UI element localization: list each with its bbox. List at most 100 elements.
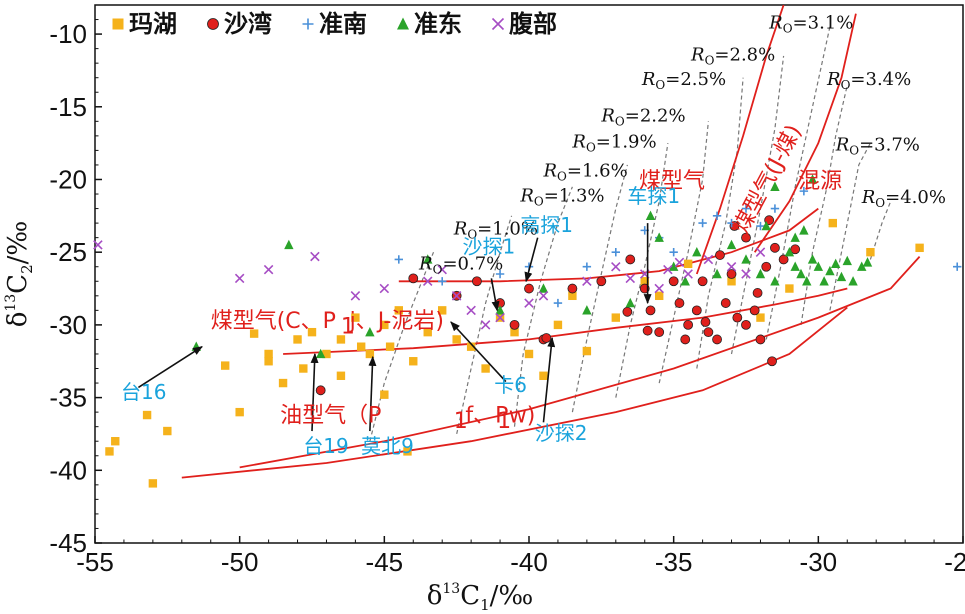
data-point-cross-4: [350, 291, 361, 301]
data-point-square-10: [293, 335, 302, 344]
data-point-triangle-4: [423, 254, 433, 264]
ro-label-10: RO=3.7%: [835, 134, 920, 157]
data-point-circle-14: [654, 327, 665, 338]
data-point-triangle-8: [625, 297, 635, 308]
data-point-circle-17: [683, 319, 694, 330]
data-point-cross-20: [674, 257, 685, 268]
data-point-cross-23: [726, 261, 737, 272]
ro-label-7: RO=2.8%: [690, 44, 775, 67]
ro-label-3: RO=1.6%: [542, 161, 627, 184]
data-point-circle-37: [642, 325, 653, 336]
annotation-label-3: 煤型气(C、P: [211, 309, 336, 334]
data-point-triangle-7: [582, 305, 592, 315]
x-tick-label-5: -30: [800, 547, 838, 577]
data-point-triangle-31: [857, 261, 867, 271]
points-layer: [93, 174, 962, 488]
ro-isoline-5: [658, 121, 709, 384]
source-boundary-curve-4: [695, 5, 785, 275]
data-point-plus-5: [582, 262, 592, 271]
data-point-circle-20: [703, 327, 714, 338]
data-point-cross-11: [495, 312, 505, 323]
data-point-triangle-3: [365, 326, 375, 337]
x-tick-label-2: -45: [366, 547, 404, 577]
data-point-square-8: [264, 349, 273, 359]
curves-layer: [181, 5, 921, 479]
data-point-circle-34: [741, 232, 751, 243]
data-point-triangle-14: [712, 268, 722, 279]
source-boundary-curve-2: [283, 287, 848, 355]
data-point-circle-22: [720, 298, 731, 308]
annotation-label-13: 莫北9: [361, 434, 414, 458]
subscript-1: 1: [454, 409, 468, 434]
annotation-label-2: 混源: [798, 169, 842, 194]
data-point-cross-7: [437, 264, 447, 275]
data-point-cross-12: [524, 298, 534, 308]
data-point-cross-0: [93, 240, 103, 250]
data-point-square-7: [249, 329, 259, 338]
data-point-triangle-22: [802, 276, 812, 286]
data-point-plus-0: [394, 255, 403, 264]
data-point-square-1: [105, 447, 114, 456]
annotation-label-11: 台16: [121, 380, 166, 404]
data-point-circle-8: [541, 333, 552, 343]
data-point-circle-1: [408, 273, 419, 284]
data-point-triangle-33: [770, 181, 780, 191]
data-point-circle-26: [749, 305, 760, 316]
ro-label-8: RO=3.1%: [768, 12, 853, 35]
data-point-circle-11: [625, 254, 636, 265]
data-point-cross-1: [234, 273, 245, 284]
data-point-square-31: [539, 371, 548, 380]
annotation-label-5: 油型气（P: [280, 403, 381, 428]
ro-label-9: RO=3.4%: [826, 69, 911, 92]
legend-marker-square: [112, 18, 124, 30]
y-tick-label-6: -40: [49, 455, 87, 485]
data-point-square-37: [655, 291, 664, 301]
data-point-square-34: [582, 346, 592, 356]
legend-label-0: 玛湖: [129, 10, 177, 38]
ro-label-2: RO=1.3%: [519, 185, 604, 208]
data-point-cross-15: [611, 261, 621, 272]
data-point-square-44: [915, 243, 924, 253]
ro-isoline-3: [571, 164, 628, 413]
data-point-square-30: [524, 349, 534, 359]
data-point-triangle-32: [862, 257, 873, 267]
data-point-cross-22: [703, 254, 714, 265]
data-point-circle-16: [674, 298, 685, 308]
y-tick-label-4: -30: [49, 310, 87, 340]
legend-marker-cross: [491, 17, 505, 31]
y-tick-label-5: -35: [49, 383, 87, 413]
data-point-plus-14: [756, 221, 765, 231]
data-point-triangle-29: [842, 255, 852, 266]
annotation-label-14: 卡6: [494, 373, 527, 397]
y-tick-label-7: -45: [49, 528, 87, 558]
data-point-circle-19: [697, 276, 708, 287]
legend: 玛湖 沙湾 准南 准东 腹部: [112, 10, 557, 38]
data-point-square-6: [235, 407, 244, 417]
data-point-square-13: [307, 327, 317, 337]
data-point-triangle-18: [770, 276, 780, 286]
ro-isoline-11: [869, 201, 892, 260]
ro-label-4: RO=1.9%: [571, 131, 656, 154]
x-tick-label-4: -35: [655, 547, 693, 577]
data-point-circle-18: [691, 305, 702, 316]
data-point-triangle-11: [668, 261, 679, 271]
source-boundary-curve-0: [181, 306, 848, 479]
ro-isoline-10: [829, 142, 871, 311]
data-point-square-46: [336, 371, 346, 380]
arrows-layer: [137, 223, 652, 432]
ro-isoline-0: [369, 251, 435, 442]
y-tick-label-3: -25: [49, 237, 87, 267]
data-point-triangle-36: [761, 220, 771, 231]
y-tick-label-2: -20: [49, 164, 87, 194]
annotation-label-12: 台19: [303, 434, 348, 458]
data-point-square-2: [142, 410, 152, 420]
data-point-cross-19: [663, 264, 673, 275]
ro-isoline-7: [730, 55, 785, 355]
annotation-arrow-1: [310, 352, 319, 432]
legend-marker-plus: [302, 18, 314, 30]
data-point-square-41: [785, 284, 794, 293]
annotation-label-6: f、P: [465, 403, 508, 428]
data-point-square-26: [466, 342, 476, 351]
data-point-circle-23: [726, 269, 737, 279]
